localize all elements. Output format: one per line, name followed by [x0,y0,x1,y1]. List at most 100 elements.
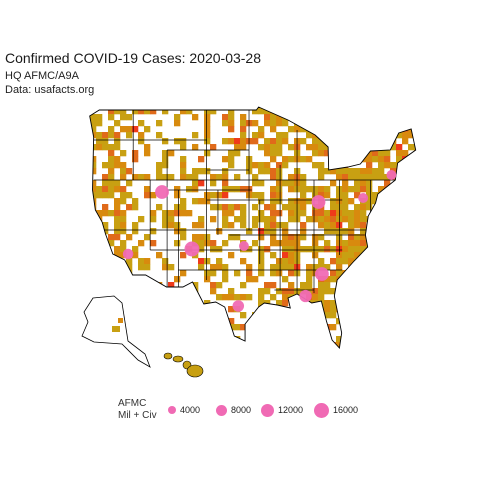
county-cell [312,114,319,121]
county-cell [240,222,247,229]
county-cell [216,294,223,301]
county-cell [348,156,355,163]
county-cell [354,330,361,337]
county-cell [402,252,409,259]
county-cell [420,222,426,228]
county-cell [90,228,97,235]
county-cell [396,246,403,253]
county-cell [384,288,391,295]
county-cell [348,330,355,337]
county-cell [270,282,277,289]
county-cell [408,270,415,277]
county-cell [168,216,175,223]
county-cell [354,108,361,115]
county-cell [378,246,385,253]
county-cell [402,174,409,181]
county-cell [330,162,337,169]
county-cell [312,210,319,217]
county-cell [294,348,300,354]
county-cell [246,294,253,301]
county-cell [432,186,438,192]
county-cell [306,186,313,193]
county-cell [414,228,416,235]
county-cell [342,198,349,205]
county-cell [288,288,295,295]
county-cell [192,186,199,193]
county-cell [174,210,181,217]
county-cell [390,210,397,217]
county-cell [228,138,235,145]
county-cell [438,114,444,120]
county-cell [348,114,355,121]
county-cell [162,138,169,145]
county-cell [234,234,241,241]
county-cell [228,120,235,127]
county-cell [270,186,277,193]
county-cell [89,144,91,151]
county-cell [408,312,415,319]
county-cell [384,216,391,223]
county-cell [288,216,295,223]
county-cell [444,294,450,300]
county-cell [348,216,355,223]
county-cell [108,168,115,175]
county-cell [276,150,283,157]
county-cell [192,132,199,139]
county-cell [438,198,444,204]
county-cell [408,342,415,348]
county-cell [336,114,343,121]
county-cell [270,270,277,277]
county-cell [132,282,139,289]
legend-item-12000: 12000 [261,402,303,418]
county-cell [444,168,450,174]
county-cell [390,240,397,247]
county-cell [294,300,301,307]
county-cell [282,156,289,163]
county-cell [102,210,109,217]
county-cell [252,192,259,199]
county-cell [132,246,139,253]
county-cell [180,288,187,295]
county-cell [174,120,181,127]
county-cell [408,246,415,253]
county-cell [240,144,247,151]
county-cell [390,324,397,331]
county-cell [89,234,91,241]
county-cell [360,312,367,319]
county-cell [90,180,97,187]
county-cell [114,228,121,235]
county-cell [366,192,373,199]
county-cell [174,192,181,199]
county-cell [444,336,450,342]
county-cell [318,132,325,139]
county-cell [288,312,295,319]
county-cell [276,288,283,295]
county-cell [210,288,217,295]
county-cell [252,204,259,211]
county-cell [396,174,403,181]
county-cell [438,336,444,342]
county-cell [240,132,247,139]
county-cell [360,306,367,313]
county-cell [384,276,391,283]
county-cell [444,240,450,246]
county-cell [402,276,409,283]
county-cell [102,174,109,181]
county-cell [150,342,157,348]
county-cell [138,318,145,325]
county-cell [420,300,426,306]
county-cell [396,270,403,277]
county-cell [408,288,415,295]
county-cell [336,258,343,265]
county-cell [432,348,438,354]
county-cell [228,318,235,325]
county-cell [270,228,277,235]
county-cell [192,168,199,175]
county-cell [89,156,91,163]
county-cell [366,162,373,169]
county-cell [270,114,277,121]
county-cell [282,258,289,265]
county-cell [210,264,217,271]
county-cell [348,222,355,229]
county-cell [210,240,217,247]
